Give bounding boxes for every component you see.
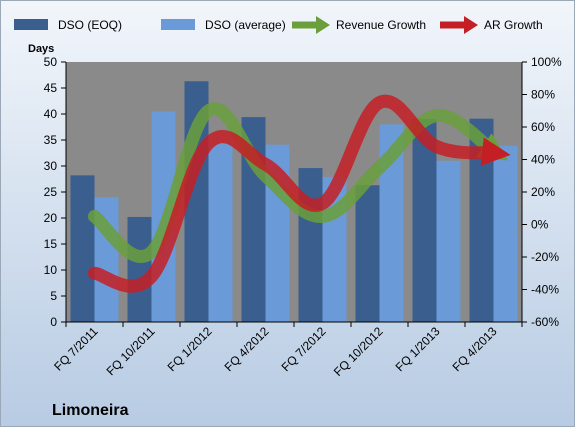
revenue-growth-point <box>94 215 96 217</box>
ar-growth-line <box>88 94 511 293</box>
bar-dso-average <box>208 144 233 322</box>
left-tick-label: 25 <box>44 185 58 199</box>
legend-swatch <box>161 19 195 30</box>
left-tick-label: 50 <box>44 55 58 69</box>
legend-label: AR Growth <box>484 18 543 32</box>
legend-arrow-icon <box>464 16 478 34</box>
bar-dso-eoq <box>355 185 380 322</box>
right-tick-label: 40% <box>531 153 555 167</box>
revenue-growth-point <box>322 215 324 217</box>
right-axis-ticks: -60% -40% -20% 0% 20% 40% 60% 80% 100% <box>522 55 562 329</box>
ar-growth-point <box>436 146 438 148</box>
right-tick-label: 80% <box>531 88 555 102</box>
bar-dso-average <box>493 145 518 322</box>
right-tick-label: 60% <box>531 120 555 134</box>
left-axis-ticks: 0 5 10 15 20 25 30 35 40 45 50 <box>44 55 66 329</box>
left-tick-label: 40 <box>44 107 58 121</box>
legend-label: DSO (average) <box>205 18 286 32</box>
revenue-growth-point <box>265 175 267 177</box>
legend-swatch <box>14 19 48 30</box>
left-tick-label: 30 <box>44 159 58 173</box>
left-tick-label: 15 <box>44 237 58 251</box>
ar-growth-point <box>265 163 267 165</box>
left-tick-label: 5 <box>50 289 57 303</box>
ar-growth-point <box>208 142 210 144</box>
growth-lines <box>88 94 511 293</box>
legend-arrow-icon <box>316 16 330 34</box>
left-tick-label: 20 <box>44 211 58 225</box>
right-tick-label: -60% <box>531 315 559 329</box>
ar-growth-point <box>94 272 96 274</box>
right-tick-label: 0% <box>531 218 549 232</box>
ar-growth-point <box>493 152 495 154</box>
y-axis-title: Days <box>28 43 54 55</box>
ar-growth-point <box>151 276 153 278</box>
bar-dso-average <box>436 160 461 322</box>
right-tick-label: 100% <box>531 55 562 69</box>
left-tick-label: 45 <box>44 81 58 95</box>
right-tick-label: -20% <box>531 250 559 264</box>
legend-label: DSO (EOQ) <box>58 18 122 32</box>
left-tick-label: 0 <box>50 315 57 329</box>
company-name: Limoneira <box>52 402 129 419</box>
ar-growth-point <box>379 102 381 104</box>
right-tick-label: -40% <box>531 283 559 297</box>
left-tick-label: 10 <box>44 263 58 277</box>
legend-label: Revenue Growth <box>336 18 426 32</box>
bar-dso-eoq <box>412 119 437 322</box>
revenue-growth-point <box>436 115 438 117</box>
right-tick-label: 20% <box>531 185 555 199</box>
ar-growth-point <box>322 202 324 204</box>
revenue-growth-point <box>151 251 153 253</box>
bar-dso-eoq <box>127 216 152 322</box>
legend: DSO (EOQ) DSO (average) Revenue Growth AR G… <box>14 16 543 34</box>
bar-dso-eoq <box>70 175 95 322</box>
revenue-growth-line <box>88 102 509 263</box>
revenue-growth-point <box>379 167 381 169</box>
revenue-growth-point <box>208 110 210 112</box>
left-tick-label: 35 <box>44 133 58 147</box>
